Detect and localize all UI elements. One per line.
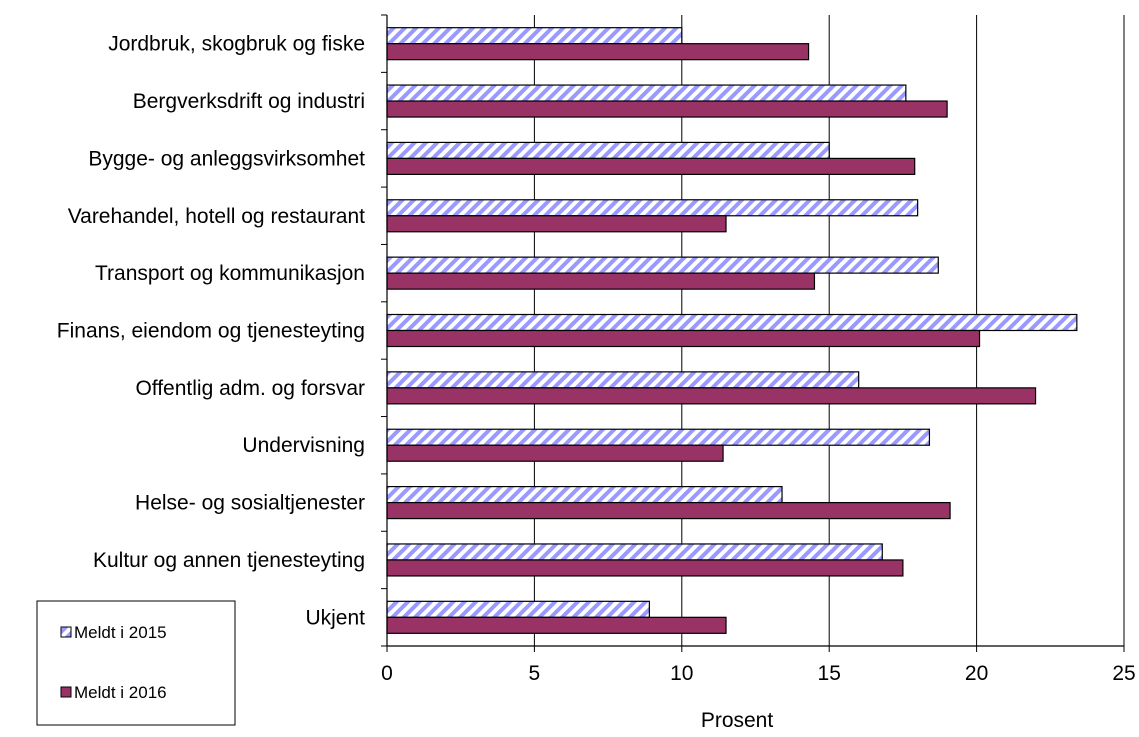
bar-2015 bbox=[386, 199, 919, 217]
bar-2016 bbox=[386, 43, 810, 61]
legend-swatch-2016 bbox=[60, 686, 72, 698]
category-label: Ukjent bbox=[305, 606, 365, 629]
bar-2015 bbox=[386, 485, 783, 504]
bar-2016 bbox=[386, 616, 727, 634]
legend-box bbox=[36, 600, 236, 726]
bar-2015 bbox=[386, 543, 883, 561]
category-label: Transport og kommunikasjon bbox=[95, 262, 365, 285]
bar-2015 bbox=[386, 256, 939, 274]
bar-2015 bbox=[386, 371, 860, 389]
category-label: Offentlig adm. og forsvar bbox=[135, 377, 365, 400]
bar-2016 bbox=[386, 501, 951, 520]
bar-2016 bbox=[386, 100, 948, 118]
category-label: Kultur og annen tjenesteyting bbox=[93, 549, 365, 572]
category-label: Bergverksdrift og industri bbox=[133, 90, 365, 113]
legend-label-2015: Meldt i 2015 bbox=[74, 623, 167, 642]
category-label: Varehandel, hotell og restaurant bbox=[68, 205, 365, 228]
bar-2015 bbox=[386, 141, 830, 160]
bar-2015 bbox=[386, 84, 907, 102]
bar-2016 bbox=[386, 157, 916, 176]
bar-2015 bbox=[386, 428, 931, 446]
bar-2016 bbox=[386, 329, 981, 348]
bar-2016 bbox=[386, 215, 727, 233]
bar-2015 bbox=[386, 27, 683, 45]
category-labels: Jordbruk, skogbruk og fiske Bergverksdrif… bbox=[57, 33, 365, 630]
legend-label-2016: Meldt i 2016 bbox=[74, 683, 167, 702]
x-axis-title: Prosent bbox=[701, 709, 774, 732]
legend-swatch-2015 bbox=[60, 626, 72, 638]
category-label: Jordbruk, skogbruk og fiske bbox=[108, 33, 365, 56]
bar-2015 bbox=[386, 600, 650, 618]
x-tick-label: 5 bbox=[529, 662, 541, 685]
bar-2015 bbox=[386, 313, 1078, 332]
axes bbox=[381, 14, 1125, 652]
category-label: Helse- og sosialtjenester bbox=[135, 492, 365, 515]
category-label: Undervisning bbox=[242, 434, 365, 457]
bar-2016 bbox=[386, 559, 904, 577]
legend: Meldt i 2015 Meldt i 2016 bbox=[36, 600, 236, 726]
x-tick-label: 15 bbox=[818, 662, 841, 685]
x-tick-label: 20 bbox=[965, 662, 988, 685]
x-tick-label: 0 bbox=[381, 662, 393, 685]
x-tick-label: 25 bbox=[1112, 662, 1135, 685]
bar-2016 bbox=[386, 272, 816, 290]
bar-2016 bbox=[386, 387, 1037, 405]
category-label: Finans, eiendom og tjenesteyting bbox=[57, 320, 365, 343]
bar-2016 bbox=[386, 444, 724, 462]
bars bbox=[386, 27, 1078, 634]
x-tick-label: 10 bbox=[670, 662, 693, 685]
tick-labels: 0 5 10 15 20 25 bbox=[381, 662, 1136, 685]
category-label: Bygge- og anleggsvirksomhet bbox=[88, 147, 365, 170]
